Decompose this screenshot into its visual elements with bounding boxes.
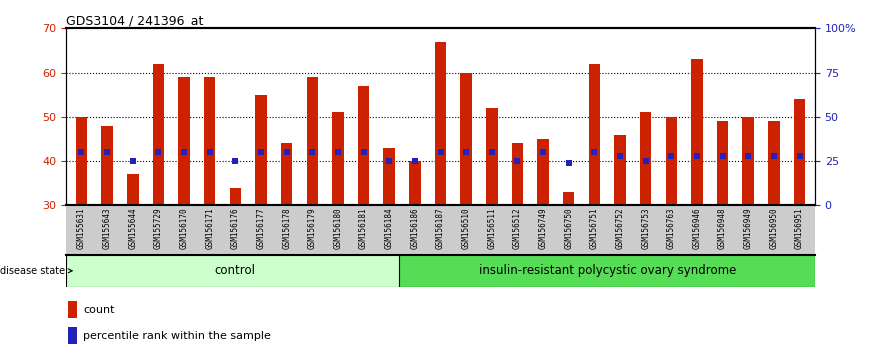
Point	[715, 153, 729, 159]
Point	[459, 149, 473, 155]
Text: GSM156186: GSM156186	[411, 208, 419, 250]
Bar	[589, 64, 600, 205]
Bar	[281, 143, 292, 205]
Bar	[614, 135, 626, 205]
Point	[203, 149, 217, 155]
Point	[305, 149, 319, 155]
Point	[639, 158, 653, 164]
Text: GSM156177: GSM156177	[256, 208, 265, 250]
Text: GSM156511: GSM156511	[487, 208, 496, 250]
Point	[433, 149, 448, 155]
Text: GSM156763: GSM156763	[667, 208, 676, 250]
Point	[100, 149, 115, 155]
Bar	[68, 327, 78, 344]
Text: control: control	[215, 264, 255, 277]
Point	[562, 160, 576, 166]
Point	[741, 153, 755, 159]
Point	[382, 158, 396, 164]
Bar	[332, 113, 344, 205]
Text: GSM155643: GSM155643	[102, 208, 112, 250]
Point	[485, 149, 499, 155]
Bar	[640, 113, 651, 205]
Text: GSM156512: GSM156512	[513, 208, 522, 250]
Text: disease state: disease state	[0, 266, 72, 276]
Point	[279, 149, 293, 155]
Text: GSM156752: GSM156752	[616, 208, 625, 250]
Text: count: count	[83, 305, 115, 315]
Bar	[399, 255, 815, 287]
Text: GSM156178: GSM156178	[282, 208, 291, 250]
Bar	[743, 117, 754, 205]
Point	[690, 153, 704, 159]
Text: GSM156751: GSM156751	[590, 208, 599, 250]
Text: GSM156171: GSM156171	[205, 208, 214, 250]
Text: GSM156749: GSM156749	[538, 208, 548, 250]
Bar	[563, 192, 574, 205]
Text: GSM156176: GSM156176	[231, 208, 240, 250]
Bar	[76, 117, 87, 205]
Point	[766, 153, 781, 159]
Text: GSM156510: GSM156510	[462, 208, 470, 250]
Bar	[461, 73, 472, 205]
Point	[228, 158, 242, 164]
Point	[152, 149, 166, 155]
Text: insulin-resistant polycystic ovary syndrome: insulin-resistant polycystic ovary syndr…	[478, 264, 736, 277]
Point	[177, 149, 191, 155]
Point	[126, 158, 140, 164]
Point	[793, 153, 807, 159]
Bar	[409, 161, 420, 205]
Text: GSM156951: GSM156951	[795, 208, 804, 250]
Bar	[178, 77, 189, 205]
Text: GSM156753: GSM156753	[641, 208, 650, 250]
Text: GSM156181: GSM156181	[359, 208, 368, 250]
Bar	[230, 188, 241, 205]
Point	[510, 158, 524, 164]
Text: GSM156950: GSM156950	[769, 208, 779, 250]
Text: GSM156184: GSM156184	[385, 208, 394, 250]
Bar	[717, 121, 729, 205]
Point	[588, 149, 602, 155]
Bar	[127, 174, 138, 205]
Bar	[255, 95, 267, 205]
Text: percentile rank within the sample: percentile rank within the sample	[83, 331, 270, 341]
Point	[74, 149, 88, 155]
Bar	[768, 121, 780, 205]
Text: GSM156179: GSM156179	[307, 208, 317, 250]
Point	[357, 149, 371, 155]
Point	[536, 149, 550, 155]
Text: GSM156170: GSM156170	[180, 208, 189, 250]
Bar	[794, 99, 805, 205]
Bar	[66, 255, 404, 287]
Bar	[512, 143, 523, 205]
Bar	[358, 86, 369, 205]
Text: GSM155729: GSM155729	[154, 208, 163, 250]
Text: GSM155644: GSM155644	[129, 208, 137, 250]
Point	[664, 153, 678, 159]
Bar	[68, 301, 78, 318]
Bar	[486, 108, 498, 205]
Text: GSM156946: GSM156946	[692, 208, 701, 250]
Point	[408, 158, 422, 164]
Bar	[101, 126, 113, 205]
Bar	[307, 77, 318, 205]
Bar	[537, 139, 549, 205]
Text: GSM156180: GSM156180	[333, 208, 343, 250]
Bar	[204, 77, 216, 205]
Bar	[383, 148, 395, 205]
Text: GSM156187: GSM156187	[436, 208, 445, 250]
Bar	[692, 59, 703, 205]
Text: GSM156949: GSM156949	[744, 208, 752, 250]
Bar	[665, 117, 677, 205]
Point	[331, 149, 345, 155]
Text: GSM155631: GSM155631	[77, 208, 86, 250]
Text: GSM156948: GSM156948	[718, 208, 727, 250]
Text: GSM156750: GSM156750	[564, 208, 574, 250]
Bar	[434, 42, 447, 205]
Point	[254, 149, 268, 155]
Text: GDS3104 / 241396_at: GDS3104 / 241396_at	[66, 14, 204, 27]
Point	[613, 153, 627, 159]
Bar	[152, 64, 164, 205]
